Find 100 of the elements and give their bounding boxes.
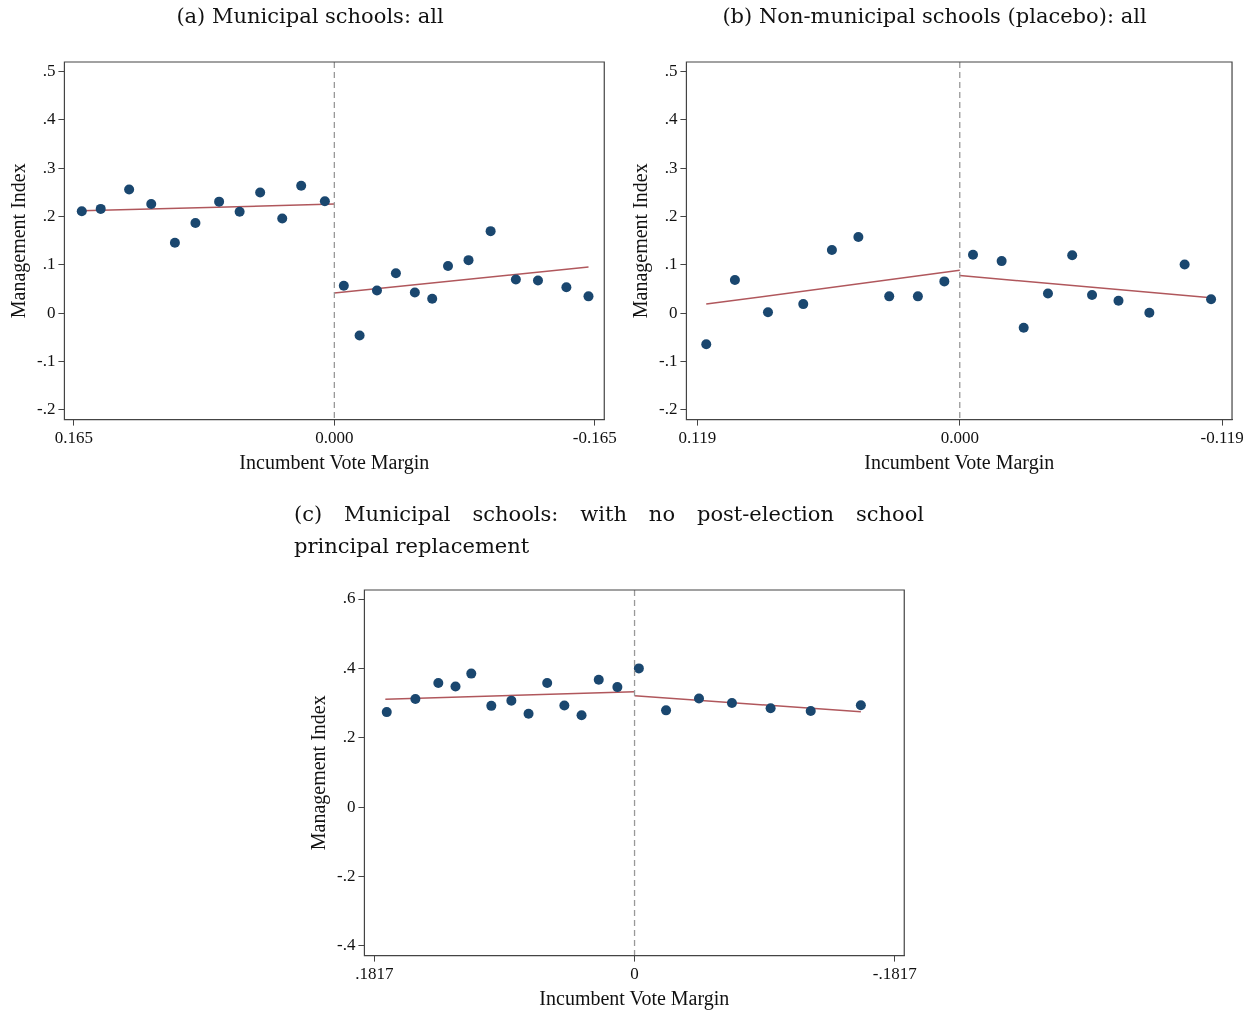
point [1179,259,1190,270]
point [277,213,288,224]
point [146,199,157,210]
point [996,256,1007,267]
y-tick-label: .2 [664,206,678,226]
point [542,677,553,688]
point [701,339,712,350]
point [169,237,180,248]
y-tick-label: 0 [668,302,678,322]
y-tick-label: .5 [664,61,678,81]
x-axis-title: Incumbent Vote Margin [239,451,430,475]
point [855,700,866,711]
point [765,703,776,714]
point [1206,294,1217,305]
x-tick-label: -0.119 [1200,428,1244,448]
point [826,244,837,255]
point [729,274,740,285]
point [939,276,950,287]
y-tick-label: .6 [342,588,356,608]
y-tick-label: .3 [42,157,56,177]
x-tick-label: .1817 [355,964,394,984]
point [1042,288,1053,299]
point [296,180,307,191]
y-tick-label: -.1 [658,351,678,371]
y-axis-title: Management Index [307,695,331,851]
point [523,708,534,719]
point [255,187,266,198]
y-tick-label: 0 [346,796,356,816]
point [576,710,587,721]
point [371,285,382,296]
point [1113,295,1124,306]
y-tick-label: -.2 [36,399,56,419]
point [390,268,401,279]
point [354,330,365,341]
y-tick-label: .5 [42,61,56,81]
x-tick-label: -0.165 [572,428,617,448]
x-tick-label: 0.165 [54,428,94,448]
point [633,663,644,674]
point [466,668,477,679]
x-axis-title: Incumbent Vote Margin [539,987,730,1011]
point [450,681,461,692]
point [506,695,517,706]
point [912,291,923,302]
point [805,706,816,717]
y-tick-label: -.2 [336,865,356,885]
y-tick-label: .4 [342,657,356,677]
y-tick-label: .1 [42,254,56,274]
point [433,677,444,688]
y-tick-label: .2 [42,206,56,226]
point [612,682,623,693]
point [190,217,201,228]
x-tick-label: 0 [630,964,639,984]
x-axis-title: Incumbent Vote Margin [864,451,1055,475]
y-tick-label: .1 [664,254,678,274]
point [409,287,420,298]
point [338,280,349,291]
point [124,184,135,195]
x-tick-label: 0.000 [940,428,979,448]
y-tick-label: -.1 [36,351,56,371]
point [234,206,245,217]
point [485,226,496,237]
point [76,206,87,217]
point [1018,322,1029,333]
y-tick-label: .4 [42,109,56,129]
point [427,293,438,304]
point [798,299,809,310]
point [762,307,773,318]
y-tick-label: -.4 [336,935,356,955]
point [1067,250,1078,261]
point [443,260,453,271]
point [532,275,543,286]
point [463,255,474,266]
point [968,249,978,260]
point [95,203,106,214]
point [1087,289,1098,300]
x-tick-label: 0.119 [678,428,717,448]
y-tick-label: .4 [664,109,678,129]
y-axis-title: Management Index [629,163,653,319]
point [1144,307,1155,318]
point [214,196,225,207]
point [726,698,737,709]
point [884,291,895,302]
point [583,291,594,302]
point [853,231,864,242]
point [561,282,572,293]
point [410,693,421,704]
y-tick-label: .2 [342,727,356,747]
point [510,274,521,285]
point [319,196,330,207]
y-tick-label: .3 [664,157,678,177]
point [694,693,704,704]
chart-title: (c) Municipal schools: with no post-election school principal replacement [294,501,924,560]
y-tick-label: -.2 [658,399,678,419]
chart-title: (b) Non-municipal schools (placebo): all [721,3,1148,30]
x-tick-label: -.1817 [872,964,918,984]
point [559,700,570,711]
point [661,705,672,716]
x-tick-label: 0.000 [315,428,354,448]
point [593,674,604,685]
point [486,700,497,711]
